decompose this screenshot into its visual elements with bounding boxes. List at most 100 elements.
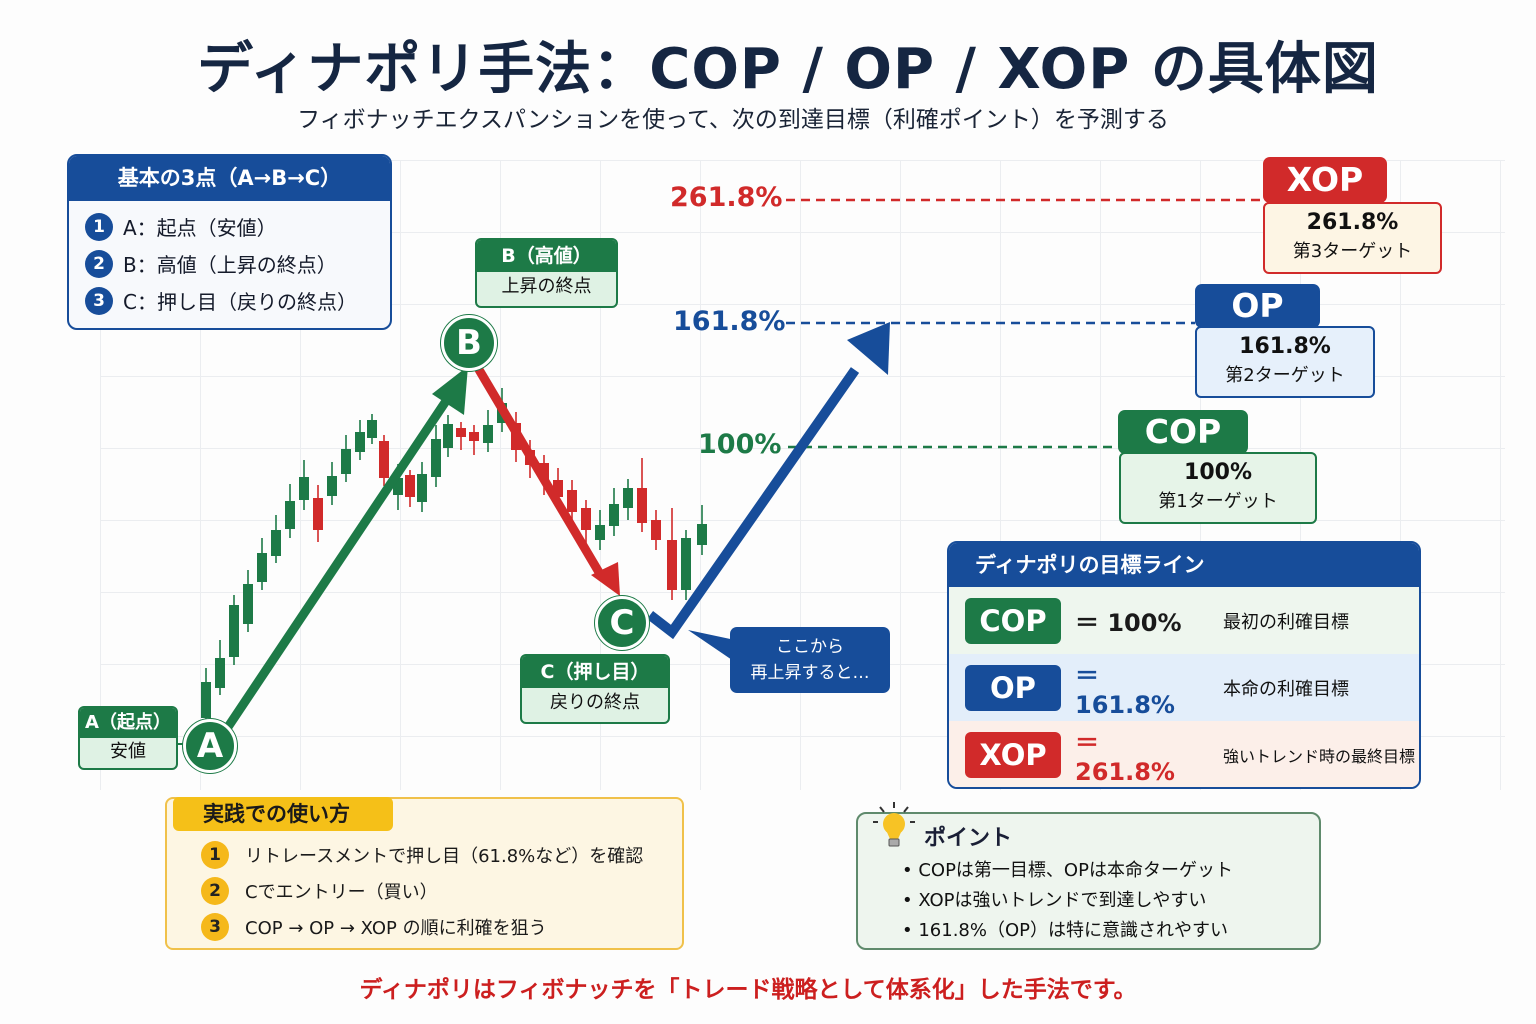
practice-text: リトレースメントで押し目（61.8%など）を確認 bbox=[245, 846, 644, 867]
basic-point-item: 3 C：押し目（戻りの終点） bbox=[69, 282, 390, 319]
point-title: ポイント bbox=[924, 826, 1013, 851]
xop-target-label: 第3ターゲット bbox=[1292, 241, 1413, 262]
arrow-a-to-b-icon bbox=[222, 366, 468, 733]
candlestick bbox=[341, 449, 351, 474]
candlestick bbox=[299, 477, 309, 500]
cop-table-desc: 最初の利確目標 bbox=[1223, 611, 1349, 633]
basic-point-item: 2 B：高値（上昇の終点） bbox=[69, 245, 390, 282]
point-b-sublabel: 上昇の終点 bbox=[501, 276, 592, 297]
lightbulb-icon bbox=[873, 802, 915, 847]
point-c-sublabel: 戻りの終点 bbox=[550, 692, 640, 713]
point-a-sublabel: 安値 bbox=[110, 741, 146, 762]
xop-table-badge: XOP bbox=[965, 731, 1061, 778]
xop-level-label: 261.8% bbox=[670, 182, 783, 213]
arrow-c-to-op-icon bbox=[646, 322, 890, 640]
number-badge-1: 1 bbox=[201, 841, 229, 869]
candlestick bbox=[257, 553, 267, 582]
candlestick bbox=[313, 498, 323, 530]
candlestick bbox=[405, 475, 415, 497]
candlestick bbox=[229, 605, 239, 657]
candlestick bbox=[355, 432, 365, 452]
candlestick bbox=[215, 658, 225, 688]
point-item: • 161.8%（OP）は特に意識されやすい bbox=[902, 920, 1228, 941]
candlestick bbox=[697, 524, 707, 545]
target-row-op: OP ＝ 161.8% 本命の利確目標 bbox=[949, 654, 1419, 721]
xop-table-value: ＝ 261.8% bbox=[1075, 729, 1175, 786]
basic-points-title: 基本の3点（A→B→C） bbox=[69, 156, 390, 201]
op-target-label: 第2ターゲット bbox=[1225, 365, 1345, 386]
point-item: • XOPは強いトレンドで到達しやすい bbox=[902, 890, 1207, 911]
arrow-b-to-c-icon bbox=[474, 365, 620, 596]
candlestick bbox=[651, 520, 661, 540]
candlestick bbox=[681, 538, 691, 590]
practice-item: 1 リトレースメントで押し目（61.8%など）を確認 bbox=[201, 841, 643, 869]
candlestick bbox=[443, 424, 453, 448]
cop-target-box: 100% 第1ターゲット bbox=[1119, 452, 1317, 524]
op-level-label: 161.8% bbox=[673, 306, 786, 337]
target-row-xop: XOP ＝ 261.8% 強いトレンド時の最終目標 bbox=[949, 721, 1419, 787]
candlestick bbox=[456, 428, 466, 437]
number-badge-3: 3 bbox=[85, 286, 113, 315]
point-c-marker: C bbox=[595, 596, 649, 650]
candlestick bbox=[201, 682, 211, 718]
point-item: • COPは第一目標、OPは本命ターゲット bbox=[902, 860, 1233, 881]
target-lines-panel: ディナポリの目標ライン COP ＝ 100% 最初の利確目標 OP ＝ 161.… bbox=[947, 541, 1421, 789]
op-target-pct: 161.8% bbox=[1239, 334, 1331, 359]
xop-target-box: 261.8% 第3ターゲット bbox=[1263, 202, 1442, 274]
point-b-tag: B（高値） 上昇の終点 bbox=[475, 238, 618, 308]
number-badge-3: 3 bbox=[201, 913, 229, 941]
point-a-tag: A（起点） 安値 bbox=[78, 706, 178, 770]
candlestick bbox=[393, 478, 403, 495]
practice-item: 3 COP → OP → XOP の順に利確を狙う bbox=[201, 913, 547, 941]
candlestick bbox=[285, 501, 295, 529]
candlestick bbox=[469, 432, 479, 441]
candlestick bbox=[367, 420, 377, 438]
candlestick bbox=[417, 474, 427, 502]
point-b-label: B（高値） bbox=[477, 240, 616, 272]
practice-text: Cでエントリー（買い） bbox=[245, 882, 438, 903]
basic-point-text: A：起点（安値） bbox=[123, 216, 277, 240]
point-c-label: C（押し目） bbox=[522, 656, 668, 688]
candlestick bbox=[595, 525, 605, 540]
op-table-value: ＝ 161.8% bbox=[1075, 662, 1175, 719]
page-subtitle: フィボナッチエクスパンションを使って、次の到達目標（利確ポイント）を予測する bbox=[297, 107, 1169, 133]
point-b-marker: B bbox=[441, 315, 497, 371]
candlestick bbox=[637, 488, 647, 523]
cop-level-label: 100% bbox=[698, 429, 782, 460]
practice-item: 2 Cでエントリー（買い） bbox=[201, 877, 438, 905]
candlestick bbox=[243, 584, 253, 624]
callout-line-2: 再上昇すると… bbox=[750, 663, 870, 683]
footer-note: ディナポリはフィボナッチを「トレード戦略として体系化」した手法です。 bbox=[359, 977, 1137, 1003]
xop-table-desc: 強いトレンド時の最終目標 bbox=[1223, 746, 1416, 766]
point-a-marker: A bbox=[183, 719, 237, 773]
basic-point-text: C：押し目（戻りの終点） bbox=[123, 290, 357, 314]
candlestick bbox=[379, 441, 389, 478]
candlestick bbox=[431, 439, 441, 477]
xop-target-pct: 261.8% bbox=[1306, 210, 1399, 235]
cop-target-pct: 100% bbox=[1184, 460, 1252, 485]
op-target-box: 161.8% 第2ターゲット bbox=[1195, 326, 1375, 398]
callout-line-1: ここから bbox=[776, 637, 844, 657]
basic-point-text: B：高値（上昇の終点） bbox=[123, 253, 337, 277]
practice-text: COP → OP → XOP の順に利確を狙う bbox=[245, 918, 547, 939]
target-lines-title: ディナポリの目標ライン bbox=[949, 543, 1419, 587]
basic-points-panel: 基本の3点（A→B→C） 1 A：起点（安値） 2 B：高値（上昇の終点） 3 C：押… bbox=[67, 154, 392, 330]
number-badge-2: 2 bbox=[201, 877, 229, 905]
xop-badge: XOP bbox=[1263, 157, 1387, 203]
practice-panel: 実践での使い方 1 リトレースメントで押し目（61.8%など）を確認 2 Cでエント… bbox=[165, 797, 684, 950]
candlestick bbox=[581, 508, 591, 530]
candlestick bbox=[271, 530, 281, 556]
op-table-desc: 本命の利確目標 bbox=[1223, 678, 1349, 700]
cop-table-badge: COP bbox=[965, 597, 1061, 644]
candlestick bbox=[483, 425, 493, 443]
cop-target-label: 第1ターゲット bbox=[1158, 491, 1278, 512]
callout-pointer bbox=[688, 630, 735, 662]
point-c-tag: C（押し目） 戻りの終点 bbox=[520, 654, 670, 724]
op-badge: OP bbox=[1195, 284, 1320, 328]
practice-title: 実践での使い方 bbox=[173, 797, 393, 831]
candlestick bbox=[327, 476, 337, 496]
target-row-cop: COP ＝ 100% 最初の利確目標 bbox=[949, 587, 1419, 654]
point-a-label: A（起点） bbox=[80, 708, 176, 738]
op-table-badge: OP bbox=[965, 664, 1061, 711]
